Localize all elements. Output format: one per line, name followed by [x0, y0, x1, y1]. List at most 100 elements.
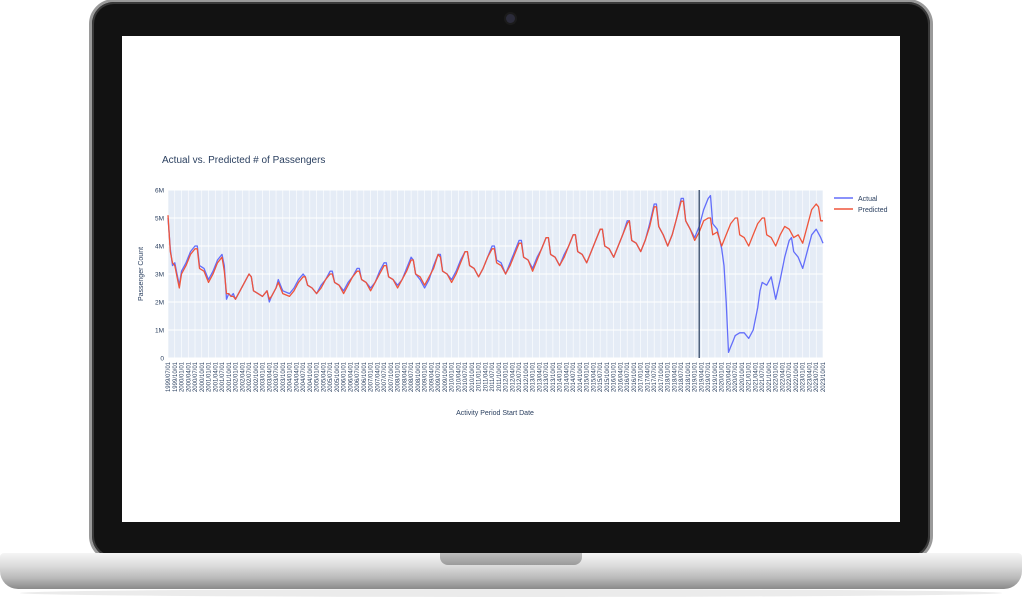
x-tick-label: 2020/01/01: [720, 361, 726, 392]
x-tick-label: 2015/07/01: [598, 361, 604, 392]
grid-lines: [167, 189, 824, 359]
x-tick-label: 2018/04/01: [672, 361, 678, 392]
legend-label-predicted: Predicted: [858, 207, 888, 214]
x-tick-label: 2018/07/01: [679, 361, 685, 392]
x-tick-label: 2011/04/01: [483, 361, 489, 391]
x-tick-label: 2021/10/01: [767, 361, 773, 392]
x-tick-label: 2009/01/01: [423, 361, 429, 392]
x-tick-label: 2003/04/01: [267, 361, 273, 392]
x-tick-label: 2012/01/01: [504, 361, 510, 392]
x-tick-label: 2021/07/01: [760, 361, 766, 392]
x-tick-label: 2016/04/01: [618, 361, 624, 392]
x-tick-label: 2010/07/01: [463, 361, 469, 392]
x-tick-label: 2023/04/01: [807, 361, 813, 392]
x-tick-label: 2021/01/01: [747, 361, 753, 392]
y-tick-label: 0: [160, 356, 164, 363]
x-tick-label: 2002/10/01: [254, 361, 260, 392]
x-tick-label: 2005/04/01: [321, 361, 327, 392]
x-tick-label: 2016/07/01: [625, 361, 631, 392]
x-tick-label: 2014/04/01: [564, 361, 570, 392]
y-tick-label: 2M: [155, 300, 164, 307]
x-tick-label: 2010/04/01: [456, 361, 462, 392]
x-tick-label: 2015/01/01: [585, 361, 591, 392]
x-tick-label: 2006/01/01: [342, 361, 348, 392]
x-tick-label: 2011/10/01: [497, 361, 503, 391]
x-tick-label: 2023/01/01: [801, 361, 807, 392]
chart-title: Actual vs. Predicted # of Passengers: [162, 155, 325, 166]
x-tick-label: 2003/07/01: [274, 361, 280, 392]
x-tick-label: 2020/04/01: [726, 361, 732, 392]
legend[interactable]: Actual Predicted: [834, 196, 888, 214]
laptop-shadow: [20, 589, 1002, 597]
x-tick-label: 2023/10/01: [821, 361, 827, 392]
x-tick-label: 2012/04/01: [510, 361, 516, 392]
x-tick-label: 2013/10/01: [551, 361, 557, 392]
x-tick-label: 2004/01/01: [288, 361, 294, 392]
x-tick-label: 2000/07/01: [193, 361, 199, 392]
x-tick-label: 1999/07/01: [166, 361, 172, 392]
x-axis-label: Activity Period Start Date: [456, 410, 534, 417]
x-tick-label: 2002/07/01: [247, 361, 253, 392]
series-line-predicted: [167, 200, 823, 300]
x-tick-label: 2021/04/01: [753, 361, 759, 392]
x-axis-ticks: 1999/07/01 1999/10/01 2000/01/01 2000/04/01…: [166, 361, 827, 392]
y-tick-label: 1M: [155, 328, 164, 335]
x-tick-label: 2019/10/01: [713, 361, 719, 392]
x-tick-label: 2003/01/01: [261, 361, 267, 392]
laptop-screen: Actual vs. Predicted # of Passengers 0 1M…: [122, 36, 900, 522]
x-tick-label: 2022/04/01: [780, 361, 786, 392]
x-tick-label: 2013/04/01: [537, 361, 543, 392]
x-tick-label: 2001/04/01: [213, 361, 219, 392]
x-tick-label: 2011/01/01: [477, 361, 483, 391]
x-tick-label: 2023/07/01: [814, 361, 820, 392]
x-tick-label: 2001/10/01: [227, 361, 233, 392]
x-tick-label: 2006/04/01: [348, 361, 354, 392]
x-tick-label: 2017/07/01: [652, 361, 658, 392]
x-tick-label: 2007/01/01: [369, 361, 375, 392]
x-tick-label: 2002/04/01: [240, 361, 246, 392]
x-tick-label: 2007/07/01: [382, 361, 388, 392]
x-tick-label: 2001/07/01: [220, 361, 226, 392]
x-tick-label: 2008/07/01: [409, 361, 415, 392]
x-tick-label: 2013/07/01: [544, 361, 550, 392]
legend-item-actual[interactable]: Actual: [834, 196, 878, 203]
x-tick-label: 2009/10/01: [443, 361, 449, 392]
x-tick-label: 2008/04/01: [402, 361, 408, 392]
x-tick-label: 2007/04/01: [375, 361, 381, 392]
legend-item-predicted[interactable]: Predicted: [834, 207, 888, 214]
x-tick-label: 2001/01/01: [207, 361, 213, 392]
x-tick-label: 2020/10/01: [740, 361, 746, 392]
x-tick-label: 2008/01/01: [396, 361, 402, 392]
x-tick-label: 2000/04/01: [186, 361, 192, 392]
x-tick-label: 2014/01/01: [558, 361, 564, 392]
laptop-notch: [440, 553, 582, 565]
x-tick-label: 2004/07/01: [301, 361, 307, 392]
x-tick-label: 2003/10/01: [281, 361, 287, 392]
x-tick-label: 2019/01/01: [693, 361, 699, 392]
y-axis-label: Passenger Count: [138, 247, 145, 301]
x-tick-label: 2022/01/01: [774, 361, 780, 392]
x-tick-label: 2005/10/01: [335, 361, 341, 392]
x-tick-label: 2014/07/01: [571, 361, 577, 392]
x-tick-label: 2012/07/01: [517, 361, 523, 392]
x-tick-label: 2018/01/01: [666, 361, 672, 392]
x-tick-label: 2015/10/01: [605, 361, 611, 392]
x-tick-label: 2000/01/01: [180, 361, 186, 392]
webcam: [506, 14, 515, 23]
x-tick-label: 2008/10/01: [416, 361, 422, 392]
x-tick-label: 2015/04/01: [591, 361, 597, 392]
x-tick-label: 2000/10/01: [200, 361, 206, 392]
y-tick-label: 4M: [155, 244, 164, 251]
x-tick-label: 2002/01/01: [234, 361, 240, 392]
x-tick-label: 2010/01/01: [450, 361, 456, 392]
y-tick-label: 6M: [155, 188, 164, 195]
x-tick-label: 2019/07/01: [706, 361, 712, 392]
x-tick-label: 2006/07/01: [355, 361, 361, 392]
x-tick-label: 2014/10/01: [578, 361, 584, 392]
x-tick-label: 2017/01/01: [639, 361, 645, 392]
x-tick-label: 1999/10/01: [173, 361, 179, 392]
x-tick-label: 2013/01/01: [531, 361, 537, 392]
x-tick-label: 2016/01/01: [612, 361, 618, 392]
x-tick-label: 2010/10/01: [470, 361, 476, 392]
series-lines: [167, 194, 824, 354]
